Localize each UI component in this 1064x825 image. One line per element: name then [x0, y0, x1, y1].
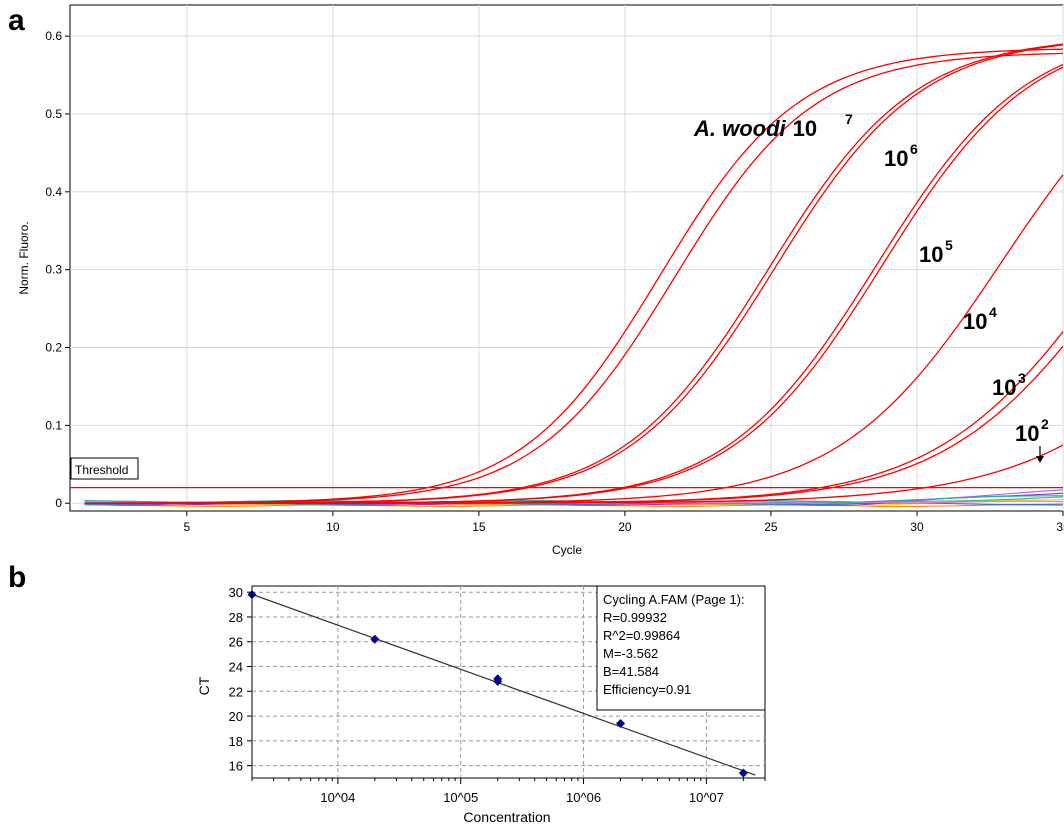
- x-tick-label: 25: [764, 520, 778, 534]
- annotation-1e7: A. woodi 10: [693, 116, 817, 141]
- annotation-1e6: 10: [884, 146, 908, 171]
- x-tick-label: 20: [618, 520, 632, 534]
- y-tick-label: 16: [229, 759, 243, 774]
- stats-line-4: M=-3.562: [603, 646, 658, 661]
- y-tick-label: 0: [55, 496, 62, 510]
- y-tick-label: 20: [229, 709, 243, 724]
- y-tick-label: 0.6: [45, 29, 62, 43]
- annotation-1e3: 10: [992, 375, 1016, 400]
- annotation-1e2: 10: [1015, 421, 1039, 446]
- stats-line-2: R=0.99932: [603, 610, 667, 625]
- annotation-1e4-exp: 4: [989, 304, 997, 320]
- data-point: [493, 676, 503, 686]
- x-axis-title-b: Concentration: [463, 809, 550, 825]
- standard-curve: 10^04 10^05 10^06 10^07 16 18 20 22 24 26 28 30 Co…: [196, 585, 766, 825]
- y-tick-label: 0.1: [45, 418, 62, 432]
- annotation-1e2-exp: 2: [1041, 416, 1049, 432]
- x-tick-label: 10: [326, 520, 340, 534]
- stats-line-1: Cycling A.FAM (Page 1):: [603, 592, 745, 607]
- x-ticks-b: 10^04 10^05 10^06 10^07: [251, 778, 766, 805]
- annotation-1e4: 10: [963, 309, 987, 334]
- data-point: [738, 768, 748, 778]
- x-tick-label: 30: [910, 520, 924, 534]
- data-points-b: [247, 590, 748, 778]
- y-tick-label: 0.3: [45, 263, 62, 277]
- x-tick-label: 10^04: [320, 790, 355, 805]
- y-tick-label: 22: [229, 684, 243, 699]
- threshold-label: Threshold: [70, 457, 139, 480]
- annotation-1e6-exp: 6: [910, 141, 918, 157]
- x-tick-label: 10^07: [689, 790, 724, 805]
- y-tick-label: 0.4: [45, 185, 62, 199]
- annotation-1e7-exp: 7: [845, 111, 853, 127]
- y-tick-label: 26: [229, 635, 243, 650]
- data-point: [616, 718, 626, 728]
- annotation-1e5: 10: [919, 242, 943, 267]
- annotation-1e5-exp: 5: [945, 237, 953, 253]
- x-tick-label: 15: [472, 520, 486, 534]
- y-ticks-b: 16 18 20 22 24 26 28 30: [229, 585, 252, 774]
- annotation-arrow: [1036, 446, 1044, 463]
- data-point: [370, 634, 380, 644]
- x-tick-label: 10^05: [443, 790, 478, 805]
- stats-line-6: Efficiency=0.91: [603, 682, 691, 697]
- panel-label-a: a: [8, 4, 25, 37]
- x-tick-label: 35: [1056, 520, 1064, 534]
- stats-box: Cycling A.FAM (Page 1): R=0.99932 R^2=0.…: [596, 585, 766, 711]
- panel-label-b: b: [8, 561, 26, 594]
- stats-line-5: B=41.584: [603, 664, 659, 679]
- x-tick-label: 10^06: [566, 790, 601, 805]
- y-ticks-a: 0 0.1 0.2 0.3 0.4 0.5 0.6: [45, 29, 70, 510]
- x-axis-title-a: Cycle: [552, 543, 582, 557]
- stats-line-3: R^2=0.99864: [603, 628, 680, 643]
- threshold-text: Threshold: [75, 463, 128, 477]
- regression-line: [251, 593, 756, 776]
- y-tick-label: 18: [229, 734, 243, 749]
- amplification-curves: [84, 43, 1064, 504]
- y-tick-label: 30: [229, 585, 243, 600]
- y-tick-label: 0.5: [45, 107, 62, 121]
- y-tick-label: 0.2: [45, 341, 62, 355]
- y-axis-title-a: Norm. Fluoro.: [17, 221, 31, 294]
- y-tick-label: 24: [229, 660, 243, 675]
- plot-area-a: [69, 4, 1064, 512]
- y-axis-title-b: CT: [196, 676, 212, 695]
- x-ticks-a: 5 10 15 20 25 30 35: [183, 511, 1064, 534]
- amplification-plot: Threshold 5101520253035 00.10.20.30.40.5…: [17, 4, 1064, 557]
- amplification-curve: [84, 444, 1064, 504]
- x-tick-label: 5: [183, 520, 190, 534]
- y-tick-label: 28: [229, 610, 243, 625]
- annotation-1e3-exp: 3: [1018, 370, 1026, 386]
